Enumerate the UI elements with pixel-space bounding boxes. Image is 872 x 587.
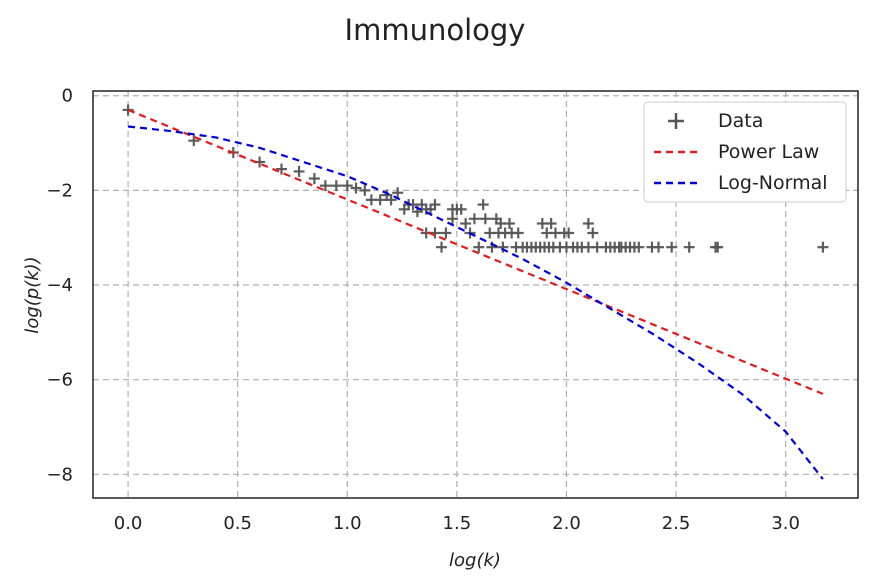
data-point <box>276 163 288 175</box>
x-tick-label: 0.0 <box>114 513 143 534</box>
plot-series <box>122 104 829 480</box>
legend: Data Power Law Log-Normal <box>643 101 847 203</box>
data-point <box>429 199 441 211</box>
legend-box <box>643 101 847 203</box>
legend-label-log-normal: Log-Normal <box>718 172 828 194</box>
x-tick-label: 1.5 <box>443 513 472 534</box>
data-point <box>479 213 491 225</box>
data-point <box>653 241 665 253</box>
chart-title: Immunology <box>345 13 526 47</box>
data-point <box>460 218 472 230</box>
data-point <box>374 194 386 206</box>
gridlines <box>93 91 858 498</box>
data-point <box>122 104 134 116</box>
legend-label-data: Data <box>718 110 763 132</box>
data-point <box>712 241 724 253</box>
data-point <box>385 194 397 206</box>
data-point <box>582 218 594 230</box>
data-point <box>436 241 448 253</box>
data-point <box>473 241 485 253</box>
data-point <box>308 173 320 185</box>
data-point <box>563 227 575 239</box>
data-point <box>545 218 557 230</box>
tick-labels: 0.0 0.5 1.0 1.5 2.0 2.5 3.0 0 −2 −4 −6 −8 <box>46 86 800 534</box>
data-point <box>319 180 331 192</box>
data-point <box>359 184 371 196</box>
data-point <box>293 165 305 177</box>
y-tick-label: −8 <box>46 464 73 485</box>
data-point <box>477 199 489 211</box>
x-tick-label: 0.5 <box>223 513 252 534</box>
x-tick-label: 3.0 <box>771 513 800 534</box>
data-point <box>330 180 342 192</box>
data-point <box>440 227 452 239</box>
data-point <box>587 227 599 239</box>
data-point <box>497 241 509 253</box>
plot-frame <box>92 90 859 499</box>
data-point <box>455 203 467 215</box>
data-point <box>512 227 524 239</box>
data-point <box>633 241 645 253</box>
x-tick-label: 2.0 <box>552 513 581 534</box>
y-tick-label: −4 <box>46 275 73 296</box>
legend-label-power-law: Power Law <box>718 141 819 163</box>
data-point <box>503 218 515 230</box>
data-point <box>350 182 362 194</box>
log-normal-line <box>127 125 824 480</box>
data-point <box>683 241 695 253</box>
x-tick-label: 2.5 <box>662 513 691 534</box>
data-point <box>446 213 458 225</box>
legend-marker-data <box>668 113 684 129</box>
data-point <box>341 180 353 192</box>
power-law-line <box>127 108 824 395</box>
data-point <box>188 135 200 147</box>
data-point <box>666 241 678 253</box>
data-series <box>122 104 829 253</box>
y-tick-label: −2 <box>46 180 73 201</box>
y-tick-label: −6 <box>46 370 73 391</box>
x-tick-label: 1.0 <box>333 513 362 534</box>
y-tick-label: 0 <box>62 86 73 107</box>
x-axis-label: log(k) <box>449 550 501 571</box>
y-axis-label: log(p(k)) <box>22 256 43 333</box>
data-point <box>392 187 404 199</box>
data-point <box>817 241 829 253</box>
data-point <box>468 213 480 225</box>
